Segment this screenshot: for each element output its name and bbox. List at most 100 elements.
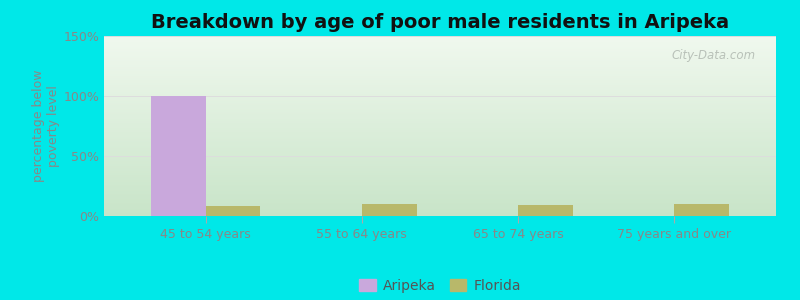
Bar xyxy=(104,141,776,142)
Bar xyxy=(104,40,776,41)
Bar xyxy=(104,41,776,42)
Bar xyxy=(104,67,776,68)
Bar xyxy=(104,90,776,91)
Bar xyxy=(104,85,776,86)
Bar xyxy=(104,214,776,215)
Bar xyxy=(104,164,776,165)
Bar xyxy=(104,186,776,187)
Bar xyxy=(104,196,776,197)
Bar xyxy=(104,39,776,40)
Bar xyxy=(104,178,776,179)
Bar xyxy=(104,70,776,71)
Bar xyxy=(104,114,776,115)
Bar xyxy=(104,181,776,182)
Bar xyxy=(104,37,776,38)
Bar xyxy=(104,100,776,101)
Bar xyxy=(104,112,776,113)
Bar xyxy=(104,116,776,117)
Bar xyxy=(104,77,776,78)
Bar xyxy=(151,96,206,216)
Bar xyxy=(104,209,776,210)
Bar xyxy=(104,65,776,66)
Bar xyxy=(104,107,776,108)
Bar xyxy=(104,127,776,128)
Bar xyxy=(104,154,776,155)
Bar xyxy=(104,120,776,121)
Bar xyxy=(104,187,776,188)
Bar xyxy=(104,179,776,180)
Bar xyxy=(104,85,776,86)
Bar xyxy=(104,132,776,133)
Bar xyxy=(104,153,776,154)
Bar xyxy=(104,54,776,55)
Bar xyxy=(104,171,776,172)
Bar xyxy=(104,174,776,175)
Bar xyxy=(104,108,776,109)
Bar xyxy=(104,134,776,135)
Bar xyxy=(104,88,776,89)
Bar xyxy=(104,121,776,122)
Text: City-Data.com: City-Data.com xyxy=(672,49,756,62)
Bar xyxy=(104,158,776,159)
Bar xyxy=(104,163,776,164)
Bar xyxy=(104,46,776,47)
Bar xyxy=(104,58,776,59)
Bar xyxy=(104,162,776,163)
Bar xyxy=(104,101,776,102)
Bar xyxy=(104,82,776,83)
Legend: Aripeka, Florida: Aripeka, Florida xyxy=(354,273,526,298)
Bar xyxy=(362,204,417,216)
Bar xyxy=(104,133,776,134)
Bar xyxy=(104,122,776,123)
Bar xyxy=(104,78,776,79)
Bar xyxy=(104,203,776,204)
Bar xyxy=(104,102,776,103)
Bar xyxy=(104,45,776,46)
Bar xyxy=(104,213,776,214)
Bar xyxy=(104,36,776,37)
Bar xyxy=(104,147,776,148)
Bar xyxy=(104,66,776,67)
Bar xyxy=(104,131,776,132)
Bar xyxy=(104,56,776,57)
Bar xyxy=(104,52,776,53)
Bar xyxy=(104,91,776,92)
Bar xyxy=(104,137,776,138)
Bar xyxy=(104,105,776,106)
Bar xyxy=(104,177,776,178)
Bar xyxy=(104,185,776,186)
Bar xyxy=(104,94,776,95)
Bar xyxy=(104,48,776,49)
Bar xyxy=(104,74,776,75)
Bar xyxy=(104,84,776,85)
Bar xyxy=(104,148,776,149)
Bar xyxy=(104,193,776,194)
Bar xyxy=(104,59,776,60)
Bar xyxy=(104,62,776,63)
Bar xyxy=(104,49,776,50)
Title: Breakdown by age of poor male residents in Aripeka: Breakdown by age of poor male residents … xyxy=(151,13,729,32)
Bar xyxy=(104,55,776,56)
Bar xyxy=(104,89,776,90)
Bar xyxy=(674,204,729,216)
Bar xyxy=(104,170,776,171)
Bar xyxy=(104,61,776,62)
Bar xyxy=(104,142,776,143)
Bar xyxy=(104,71,776,72)
Bar xyxy=(104,43,776,44)
Bar xyxy=(104,176,776,177)
Bar xyxy=(104,157,776,158)
Bar xyxy=(104,197,776,198)
Bar xyxy=(104,57,776,58)
Bar xyxy=(104,113,776,114)
Bar xyxy=(104,151,776,152)
Bar xyxy=(104,126,776,127)
Bar xyxy=(104,144,776,145)
Bar xyxy=(104,175,776,176)
Bar xyxy=(104,47,776,48)
Bar xyxy=(104,117,776,118)
Bar xyxy=(104,159,776,160)
Bar xyxy=(104,106,776,107)
Bar xyxy=(104,42,776,43)
Bar xyxy=(104,104,776,105)
